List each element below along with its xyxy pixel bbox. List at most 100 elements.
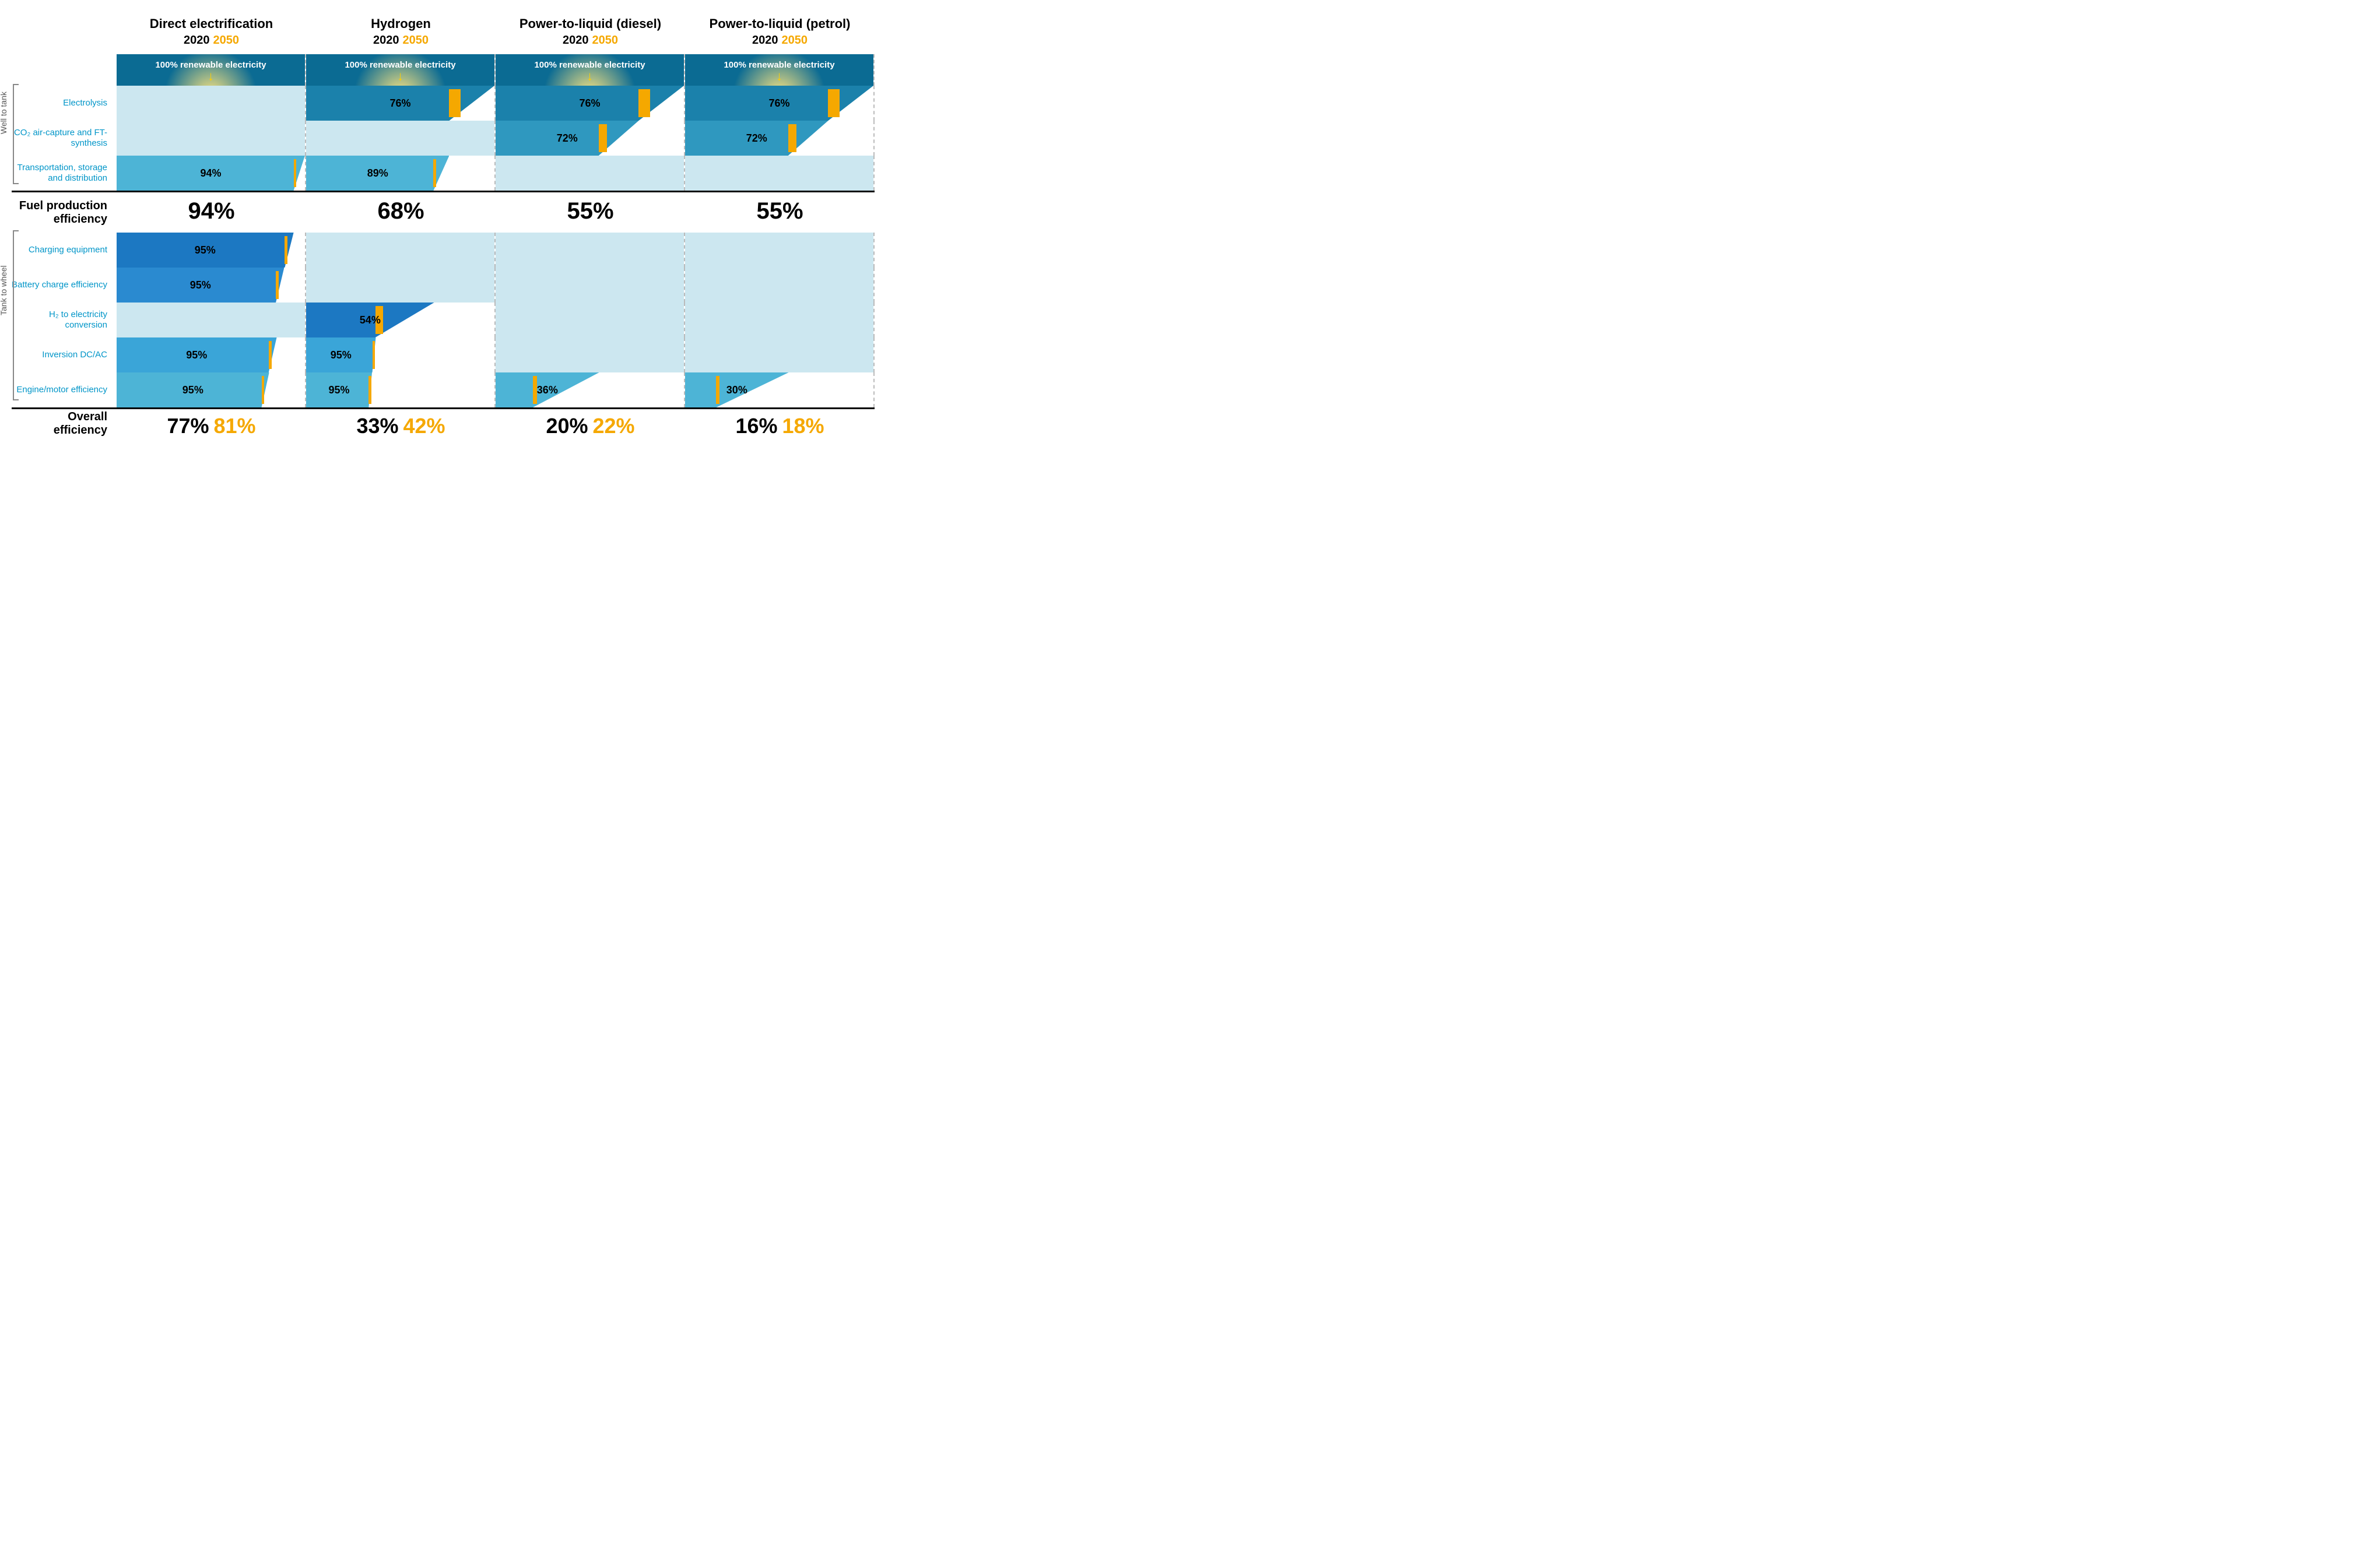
year-labels: 20202050 <box>306 34 496 54</box>
section-bracket-label: Well to tank <box>0 92 8 134</box>
data-cell <box>496 156 685 191</box>
data-cell <box>496 268 685 303</box>
row-label: Inversion DC/AC <box>12 337 117 372</box>
year-labels: 20202050 <box>496 34 685 54</box>
row-label: Charging equipment <box>12 233 117 268</box>
na-fill <box>685 268 873 303</box>
overall-value: 77%81% <box>117 409 306 438</box>
renewable-band-cell: 100% renewable electricity↓ <box>117 54 306 86</box>
data-cell: 95% <box>306 337 496 372</box>
na-fill <box>496 156 684 191</box>
bar-label: 94% <box>117 156 305 191</box>
data-cell <box>685 233 875 268</box>
arrow-down-icon: ↓ <box>587 72 593 80</box>
bar-label: 54% <box>306 303 434 337</box>
bar-label: 89% <box>306 156 449 191</box>
overall-label: Overall efficiency <box>12 409 117 438</box>
year-2050-label: 2050 <box>782 34 808 47</box>
data-cell <box>117 86 306 121</box>
data-cell: 95% <box>117 372 306 407</box>
data-cell: 72% <box>685 121 875 156</box>
overall-value: 16%18% <box>685 409 875 438</box>
data-cell <box>496 303 685 337</box>
bar-label: 95% <box>117 337 277 372</box>
data-cell <box>685 303 875 337</box>
data-cell: 95% <box>117 233 306 268</box>
bar-label: 95% <box>306 337 376 372</box>
bar-label: 72% <box>496 121 638 156</box>
data-cell <box>306 268 496 303</box>
spacer <box>12 12 117 34</box>
fuel-production-value: 68% <box>306 192 496 233</box>
renewable-band-cell: 100% renewable electricity↓ <box>306 54 496 86</box>
na-fill <box>685 337 873 372</box>
data-cell: 72% <box>496 121 685 156</box>
na-fill <box>117 303 305 337</box>
bar-label: 30% <box>685 372 789 407</box>
na-fill <box>496 233 684 268</box>
na-fill <box>685 233 873 268</box>
data-cell <box>685 156 875 191</box>
data-cell <box>306 233 496 268</box>
overall-2050: 42% <box>403 414 445 438</box>
data-cell: 95% <box>117 337 306 372</box>
bar-label: 95% <box>117 372 269 407</box>
overall-value: 20%22% <box>496 409 685 438</box>
bar-label: 95% <box>306 372 372 407</box>
overall-2050: 81% <box>214 414 256 438</box>
efficiency-chart: Direct electrificationHydrogenPower-to-l… <box>12 12 875 438</box>
year-2020-label: 2020 <box>563 34 589 47</box>
column-header: Power-to-liquid (diesel) <box>496 12 685 34</box>
data-cell <box>117 121 306 156</box>
data-cell: 36% <box>496 372 685 407</box>
data-cell <box>685 268 875 303</box>
row-label: Transportation, storage and distribution <box>12 156 117 191</box>
renewable-band: 100% renewable electricity↓ <box>685 54 873 86</box>
overall-2020: 16% <box>735 414 777 438</box>
arrow-down-icon: ↓ <box>208 72 214 80</box>
data-cell <box>496 337 685 372</box>
arrow-down-icon: ↓ <box>397 72 403 80</box>
bar-label: 36% <box>496 372 599 407</box>
na-fill <box>117 86 305 121</box>
na-fill <box>306 268 494 303</box>
na-fill <box>496 303 684 337</box>
data-cell: 76% <box>685 86 875 121</box>
row-label: Electrolysis <box>12 86 117 121</box>
na-fill <box>685 156 873 191</box>
renewable-band-cell: 100% renewable electricity↓ <box>496 54 685 86</box>
year-2050-label: 2050 <box>592 34 619 47</box>
data-cell: 76% <box>496 86 685 121</box>
year-2050-label: 2050 <box>213 34 240 47</box>
bar-label: 76% <box>306 86 494 121</box>
section-bracket: Tank to wheel <box>16 230 17 400</box>
data-cell: 95% <box>306 372 496 407</box>
na-fill <box>496 268 684 303</box>
column-header: Power-to-liquid (petrol) <box>685 12 875 34</box>
row-label: CO₂ air-capture and FT-synthesis <box>12 121 117 156</box>
section-bracket-label: Tank to wheel <box>0 265 8 315</box>
overall-value: 33%42% <box>306 409 496 438</box>
data-cell: 89% <box>306 156 496 191</box>
overall-2050: 22% <box>593 414 635 438</box>
na-fill <box>306 233 494 268</box>
na-fill <box>117 121 305 156</box>
row-label: H₂ to electricity conversion <box>12 303 117 337</box>
year-labels: 20202050 <box>117 34 306 54</box>
data-cell: 95% <box>117 268 306 303</box>
column-header: Direct electrification <box>117 12 306 34</box>
bar-label: 76% <box>496 86 684 121</box>
spacer <box>12 34 117 54</box>
bar-label: 72% <box>685 121 828 156</box>
label-column <box>12 54 117 86</box>
bar-label: 95% <box>117 233 294 268</box>
fuel-production-label: Fuel productionefficiency <box>12 192 117 233</box>
na-fill <box>496 337 684 372</box>
data-cell: 94% <box>117 156 306 191</box>
arrow-down-icon: ↓ <box>776 72 782 80</box>
data-cell <box>496 233 685 268</box>
year-2050-label: 2050 <box>403 34 429 47</box>
renewable-band-cell: 100% renewable electricity↓ <box>685 54 875 86</box>
section-bracket: Well to tank <box>16 84 17 184</box>
bar-label: 76% <box>685 86 873 121</box>
